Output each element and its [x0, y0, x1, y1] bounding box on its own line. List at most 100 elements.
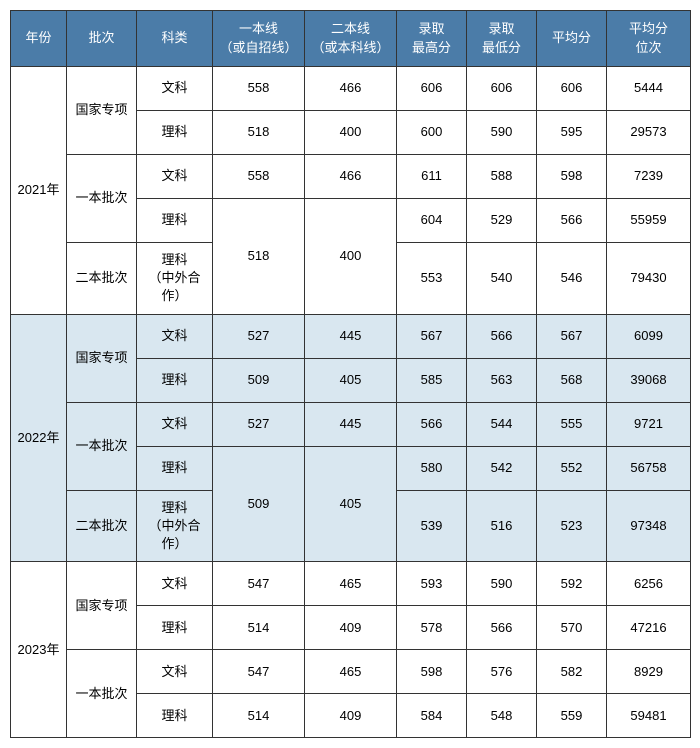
- col-line1: 一本线（或自招线）: [213, 11, 305, 67]
- cell-max: 600: [397, 111, 467, 155]
- cell-batch: 国家专项: [67, 562, 137, 650]
- cell-rank: 5444: [607, 67, 691, 111]
- cell-line1: 509: [213, 358, 305, 402]
- cell-max: 585: [397, 358, 467, 402]
- cell-avg: 566: [537, 199, 607, 243]
- table-row: 一本批次文科5474655985765828929: [11, 650, 691, 694]
- cell-line1: 547: [213, 562, 305, 606]
- cell-rank: 6099: [607, 314, 691, 358]
- header-row: 年份 批次 科类 一本线（或自招线） 二本线（或本科线） 录取最高分 录取最低分…: [11, 11, 691, 67]
- cell-avg: 592: [537, 562, 607, 606]
- cell-max: 567: [397, 314, 467, 358]
- table-header: 年份 批次 科类 一本线（或自招线） 二本线（或本科线） 录取最高分 录取最低分…: [11, 11, 691, 67]
- cell-year: 2021年: [11, 67, 67, 315]
- table-body: 2021年国家专项文科5584666066066065444理科51840060…: [11, 67, 691, 738]
- cell-rank: 55959: [607, 199, 691, 243]
- cell-min: 544: [467, 402, 537, 446]
- cell-subject: 文科: [137, 67, 213, 111]
- cell-year: 2022年: [11, 314, 67, 562]
- col-year: 年份: [11, 11, 67, 67]
- cell-max: 598: [397, 650, 467, 694]
- cell-batch: 国家专项: [67, 67, 137, 155]
- cell-subject: 理科: [137, 606, 213, 650]
- cell-min: 540: [467, 243, 537, 315]
- cell-rank: 6256: [607, 562, 691, 606]
- cell-line1: 514: [213, 606, 305, 650]
- cell-max: 566: [397, 402, 467, 446]
- table-row: 2022年国家专项文科5274455675665676099: [11, 314, 691, 358]
- cell-batch: 国家专项: [67, 314, 137, 402]
- cell-avg: 523: [537, 490, 607, 562]
- table-row: 一本批次文科5274455665445559721: [11, 402, 691, 446]
- cell-line2: 466: [305, 155, 397, 199]
- cell-max: 580: [397, 446, 467, 490]
- cell-min: 590: [467, 111, 537, 155]
- col-min: 录取最低分: [467, 11, 537, 67]
- cell-line2: 445: [305, 314, 397, 358]
- cell-line1: 518: [213, 111, 305, 155]
- cell-max: 553: [397, 243, 467, 315]
- cell-subject: 理科: [137, 446, 213, 490]
- cell-batch: 二本批次: [67, 243, 137, 315]
- cell-line2: 400: [305, 199, 397, 315]
- cell-avg: 595: [537, 111, 607, 155]
- admission-score-table: 年份 批次 科类 一本线（或自招线） 二本线（或本科线） 录取最高分 录取最低分…: [10, 10, 691, 738]
- cell-max: 539: [397, 490, 467, 562]
- cell-rank: 8929: [607, 650, 691, 694]
- cell-rank: 97348: [607, 490, 691, 562]
- cell-line2: 445: [305, 402, 397, 446]
- cell-avg: 582: [537, 650, 607, 694]
- cell-max: 578: [397, 606, 467, 650]
- cell-avg: 552: [537, 446, 607, 490]
- cell-rank: 9721: [607, 402, 691, 446]
- cell-min: 590: [467, 562, 537, 606]
- cell-min: 606: [467, 67, 537, 111]
- cell-avg: 568: [537, 358, 607, 402]
- cell-avg: 598: [537, 155, 607, 199]
- cell-subject: 理科: [137, 111, 213, 155]
- cell-rank: 7239: [607, 155, 691, 199]
- col-batch: 批次: [67, 11, 137, 67]
- cell-max: 604: [397, 199, 467, 243]
- cell-min: 529: [467, 199, 537, 243]
- cell-min: 516: [467, 490, 537, 562]
- cell-line1: 509: [213, 446, 305, 562]
- table-row: 一本批次文科5584666115885987239: [11, 155, 691, 199]
- cell-min: 566: [467, 606, 537, 650]
- cell-avg: 559: [537, 694, 607, 738]
- cell-rank: 39068: [607, 358, 691, 402]
- col-rank: 平均分位次: [607, 11, 691, 67]
- cell-subject: 理科（中外合作）: [137, 490, 213, 562]
- col-subject: 科类: [137, 11, 213, 67]
- cell-max: 611: [397, 155, 467, 199]
- cell-line2: 409: [305, 694, 397, 738]
- cell-avg: 606: [537, 67, 607, 111]
- cell-subject: 文科: [137, 314, 213, 358]
- cell-subject: 理科: [137, 694, 213, 738]
- table-row: 2023年国家专项文科5474655935905926256: [11, 562, 691, 606]
- col-max: 录取最高分: [397, 11, 467, 67]
- cell-max: 584: [397, 694, 467, 738]
- cell-rank: 47216: [607, 606, 691, 650]
- cell-rank: 59481: [607, 694, 691, 738]
- cell-year: 2023年: [11, 562, 67, 738]
- cell-min: 588: [467, 155, 537, 199]
- cell-line1: 527: [213, 314, 305, 358]
- cell-rank: 29573: [607, 111, 691, 155]
- cell-subject: 理科: [137, 358, 213, 402]
- cell-min: 576: [467, 650, 537, 694]
- cell-line2: 466: [305, 67, 397, 111]
- cell-avg: 567: [537, 314, 607, 358]
- cell-line2: 405: [305, 446, 397, 562]
- cell-rank: 79430: [607, 243, 691, 315]
- cell-min: 548: [467, 694, 537, 738]
- cell-avg: 546: [537, 243, 607, 315]
- cell-line2: 409: [305, 606, 397, 650]
- cell-min: 563: [467, 358, 537, 402]
- cell-avg: 555: [537, 402, 607, 446]
- cell-batch: 一本批次: [67, 402, 137, 490]
- cell-subject: 文科: [137, 562, 213, 606]
- cell-batch: 一本批次: [67, 155, 137, 243]
- col-line2: 二本线（或本科线）: [305, 11, 397, 67]
- cell-subject: 理科（中外合作）: [137, 243, 213, 315]
